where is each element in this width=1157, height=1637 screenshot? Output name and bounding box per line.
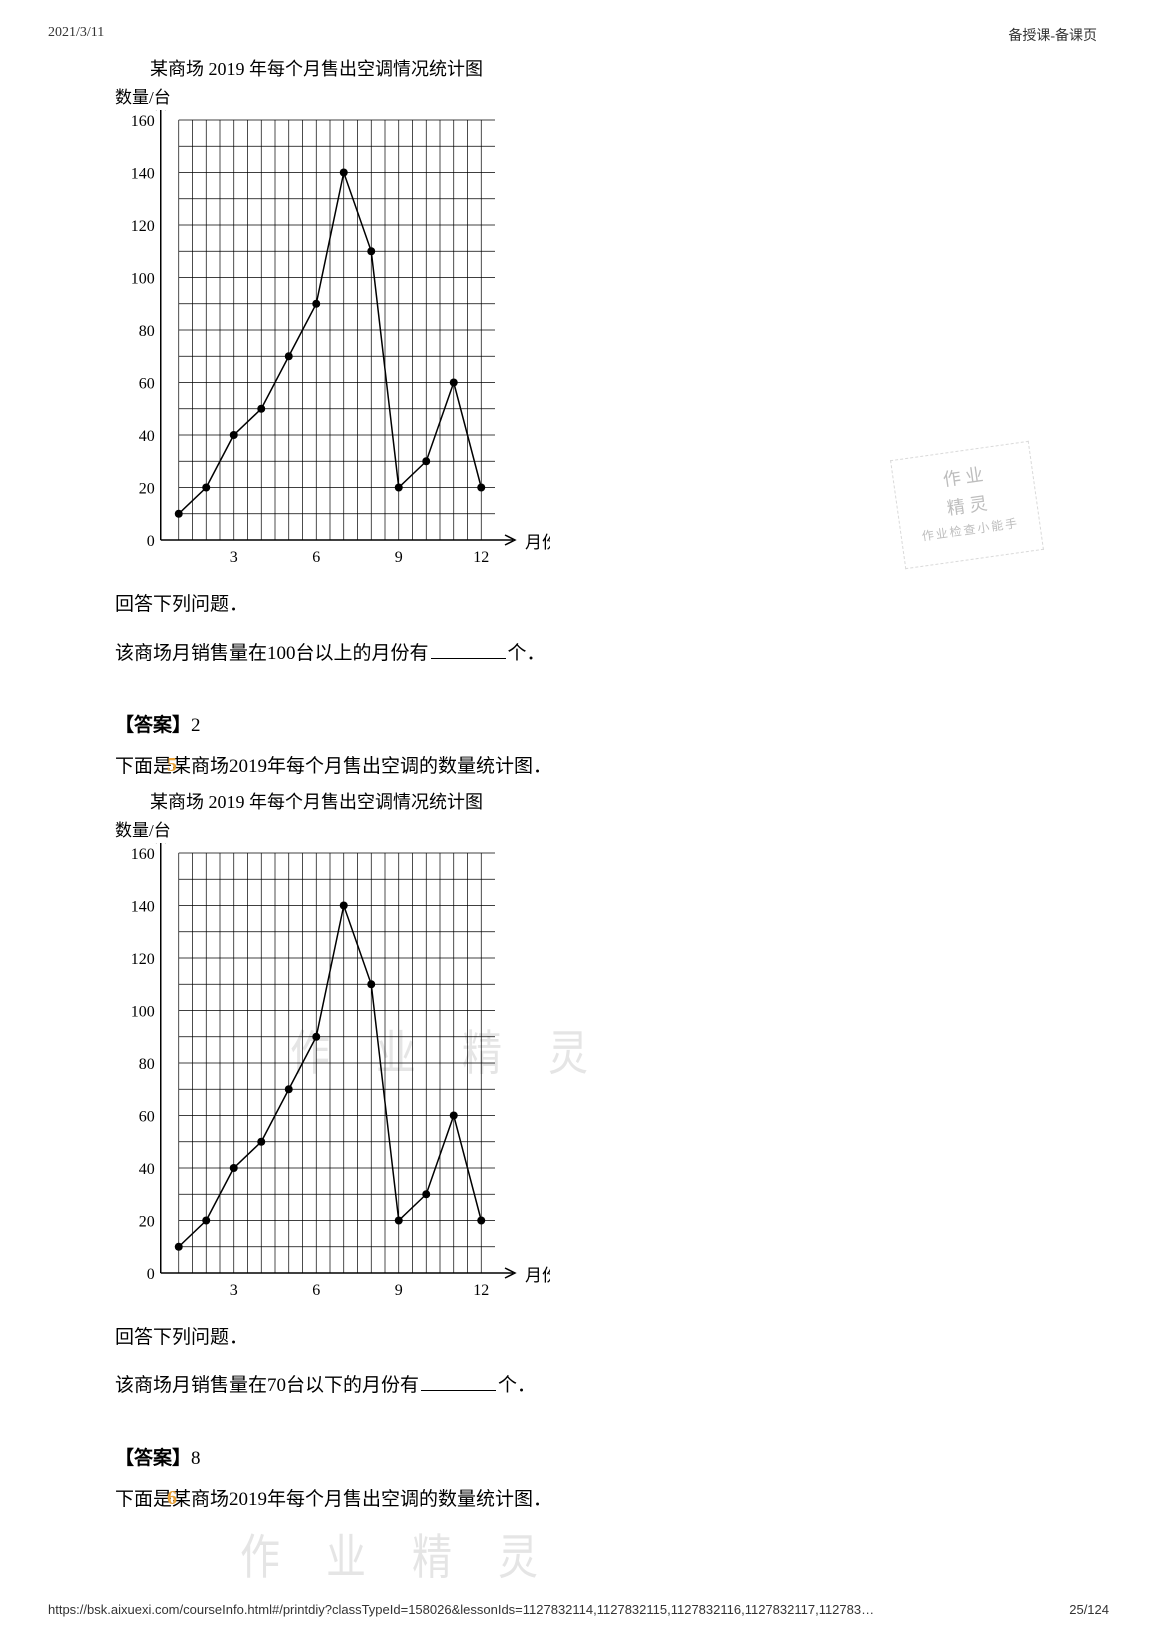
svg-text:160: 160 — [131, 113, 155, 130]
q5-question-before: 该商场月销售量在70台以下的月份有 — [115, 1375, 419, 1396]
svg-text:160: 160 — [131, 846, 155, 863]
q4-answer-value: 2 — [191, 715, 201, 736]
svg-text:60: 60 — [139, 1108, 155, 1125]
svg-text:12: 12 — [473, 549, 489, 566]
svg-text:120: 120 — [131, 951, 155, 968]
footer-url: https://bsk.aixuexi.com/courseInfo.html#… — [48, 1602, 874, 1617]
line-chart-1: 0 20 40 60 80 100 120 140 160 3 6 9 12 月份 — [120, 110, 550, 570]
svg-text:0: 0 — [147, 533, 155, 550]
q4-answer-row: 【答案】2 — [115, 710, 1097, 737]
q5-block: 5 下面是某商场2019年每个月售出空调的数量统计图． — [115, 752, 1097, 782]
chart-svg-wrap-2: 02040608010012014016036912月份 — [120, 843, 540, 1308]
svg-text:20: 20 — [139, 1213, 155, 1230]
q5-number: 5 — [167, 754, 177, 777]
chart-svg-wrap-1: 02040608010012014016036912月份 — [120, 110, 540, 575]
svg-text:12: 12 — [473, 1282, 489, 1299]
q5-answer-row: 【答案】8 — [115, 1443, 1097, 1470]
q4-question-before: 该商场月销售量在100台以上的月份有 — [115, 643, 429, 664]
svg-text:月份: 月份 — [525, 1266, 550, 1285]
q6-block: 6 下面是某商场2019年每个月售出空调的数量统计图． — [115, 1485, 1097, 1515]
watermark-2: 作 业 精 灵 — [240, 1518, 556, 1588]
page-footer: https://bsk.aixuexi.com/courseInfo.html#… — [48, 1602, 1109, 1617]
y-axis-label-1: 数量/台 — [115, 83, 1097, 108]
svg-text:3: 3 — [230, 1282, 238, 1299]
svg-text:80: 80 — [139, 1056, 155, 1073]
header-date: 2021/3/11 — [48, 25, 104, 45]
page-header: 2021/3/11 备授课-备课页 — [0, 0, 1157, 45]
svg-text:6: 6 — [312, 1282, 320, 1299]
content-area: 某商场 2019 年每个月售出空调情况统计图 数量/台 020406080100… — [0, 45, 1157, 1516]
svg-text:20: 20 — [139, 481, 155, 498]
q5-prompt: 回答下列问题． — [115, 1316, 1097, 1360]
stamp-watermark: 作 业 精 灵 作业检查小能手 — [890, 441, 1044, 569]
svg-text:9: 9 — [395, 1282, 403, 1299]
q4-question: 该商场月销售量在100台以上的月份有 个． — [115, 632, 1097, 676]
svg-text:140: 140 — [131, 898, 155, 915]
q5-question-after: 个． — [498, 1375, 536, 1396]
q4-blank[interactable] — [431, 640, 506, 659]
svg-text:40: 40 — [139, 1161, 155, 1178]
header-title: 备授课-备课页 — [1008, 25, 1097, 45]
q4-question-after: 个． — [508, 643, 546, 664]
q6-number: 6 — [167, 1487, 177, 1510]
svg-text:60: 60 — [139, 376, 155, 393]
q5-intro: 下面是某商场2019年每个月售出空调的数量统计图． — [115, 752, 1097, 782]
footer-page: 25/124 — [1069, 1602, 1109, 1617]
q5-question: 该商场月销售量在70台以下的月份有 个． — [115, 1364, 1097, 1408]
chart-block-2: 某商场 2019 年每个月售出空调情况统计图 数量/台 0 20 40 60 80 100… — [115, 788, 1097, 1308]
q4-answer-label: 【答案】 — [115, 715, 191, 736]
q5-answer-label: 【答案】 — [115, 1448, 191, 1469]
svg-text:3: 3 — [230, 549, 238, 566]
svg-text:140: 140 — [131, 166, 155, 183]
q6-intro: 下面是某商场2019年每个月售出空调的数量统计图． — [115, 1485, 1097, 1515]
svg-text:6: 6 — [312, 549, 320, 566]
q5-blank[interactable] — [421, 1372, 496, 1391]
svg-text:9: 9 — [395, 549, 403, 566]
svg-text:0: 0 — [147, 1266, 155, 1283]
svg-text:40: 40 — [139, 428, 155, 445]
line-chart-2: 0 20 40 60 80 100 120 140 160 3 6 9 12 月份 — [120, 843, 550, 1303]
svg-text:100: 100 — [131, 1003, 155, 1020]
chart-title-1: 某商场 2019 年每个月售出空调情况统计图 — [150, 55, 1097, 81]
svg-text:80: 80 — [139, 323, 155, 340]
q5-answer-value: 8 — [191, 1448, 201, 1469]
svg-text:100: 100 — [131, 271, 155, 288]
svg-text:月份: 月份 — [525, 533, 550, 552]
svg-text:120: 120 — [131, 218, 155, 235]
chart-title-2: 某商场 2019 年每个月售出空调情况统计图 — [150, 788, 1097, 814]
q4-prompt: 回答下列问题． — [115, 583, 1097, 627]
y-axis-label-2: 数量/台 — [115, 816, 1097, 841]
